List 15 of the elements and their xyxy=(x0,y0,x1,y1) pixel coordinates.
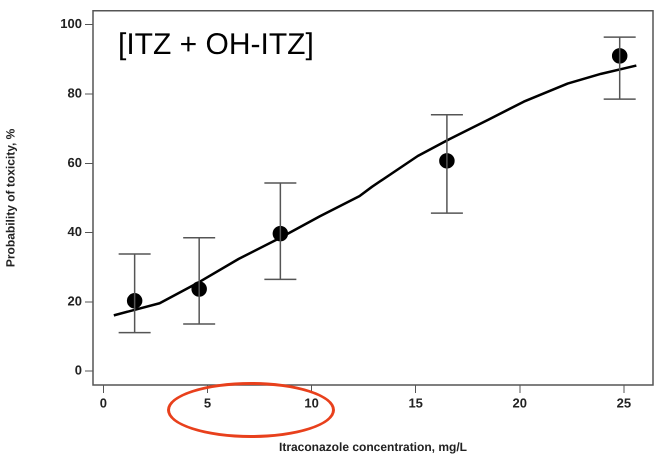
x-tick-label: 15 xyxy=(408,395,423,410)
x-tick-label: 25 xyxy=(616,395,632,410)
x-tick-label: 0 xyxy=(100,395,108,410)
x-tick-label: 10 xyxy=(304,395,319,410)
y-tick-label: 40 xyxy=(68,224,82,240)
y-tick-label: 0 xyxy=(74,362,82,378)
annotation: [ITZ + OH-ITZ] xyxy=(118,28,314,62)
y-tick-label: 20 xyxy=(68,293,82,308)
x-axis-title: Itraconazole concentration, mg/L xyxy=(278,440,468,454)
x-tick-label: 5 xyxy=(204,395,212,410)
y-axis-title: Probability of toxicity, % xyxy=(4,128,18,268)
y-tick-label: 100 xyxy=(60,16,82,32)
y-tick-label: 60 xyxy=(68,154,82,170)
x-tick-label: 20 xyxy=(512,395,527,410)
y-tick-label: 80 xyxy=(68,86,82,101)
